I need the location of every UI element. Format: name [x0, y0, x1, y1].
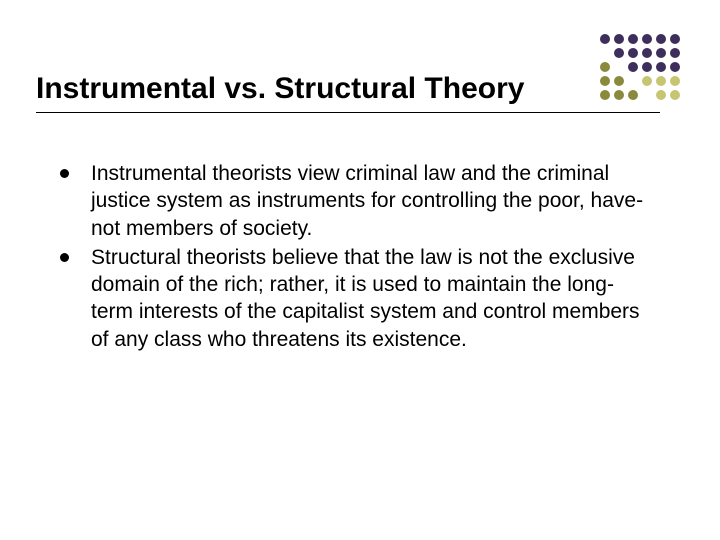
dot-grid-icon	[598, 32, 686, 112]
corner-logo-icon	[598, 32, 686, 112]
bullet-text: Instrumental theorists view criminal law…	[91, 160, 650, 242]
bullet-list: Instrumental theorists view criminal law…	[60, 160, 650, 355]
bullet-icon	[60, 169, 69, 178]
bullet-icon	[60, 253, 69, 262]
list-item: Structural theorists believe that the la…	[60, 244, 650, 353]
bullet-text: Structural theorists believe that the la…	[91, 244, 650, 353]
slide-title-area: Instrumental vs. Structural Theory	[36, 72, 660, 113]
slide-title: Instrumental vs. Structural Theory	[36, 72, 660, 106]
list-item: Instrumental theorists view criminal law…	[60, 160, 650, 242]
